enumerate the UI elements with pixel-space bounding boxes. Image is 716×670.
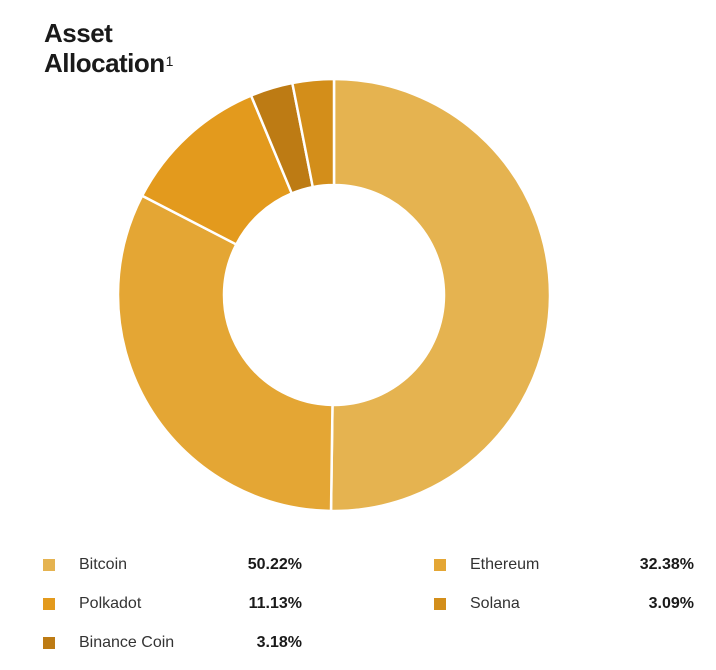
chart-title-line-2: Allocation — [44, 48, 165, 78]
legend-value-binance-coin: 3.18% — [256, 634, 302, 651]
legend-value-polkadot: 11.13% — [248, 595, 302, 612]
slice-ethereum[interactable] — [116, 194, 334, 513]
chart-title: Asset Allocation1 — [44, 18, 173, 78]
legend-item-binance-coin[interactable]: Binance Coin 3.18% — [43, 632, 302, 654]
slice-bitcoin[interactable] — [329, 77, 552, 513]
legend-label-binance-coin: Binance Coin — [79, 634, 175, 651]
chart-title-line-1: Asset — [44, 18, 113, 48]
legend-swatch-ethereum — [434, 559, 446, 571]
donut-chart — [116, 77, 552, 513]
title-footnote-marker: 1 — [165, 53, 174, 69]
legend-item-solana[interactable]: Solana 3.09% — [434, 593, 694, 615]
legend-value-solana: 3.09% — [648, 595, 694, 612]
legend-swatch-solana — [434, 598, 446, 610]
legend-item-bitcoin[interactable]: Bitcoin 50.22% — [43, 554, 302, 576]
legend-label-ethereum: Ethereum — [470, 556, 540, 573]
legend-swatch-bitcoin — [43, 559, 55, 571]
legend-value-ethereum: 32.38% — [639, 556, 694, 573]
legend-value-bitcoin: 50.22% — [247, 556, 302, 573]
legend-swatch-polkadot — [43, 598, 55, 610]
legend-swatch-binance-coin — [43, 637, 55, 649]
legend-label-polkadot: Polkadot — [79, 595, 142, 612]
legend-label-bitcoin: Bitcoin — [79, 556, 128, 573]
legend-label-solana: Solana — [470, 595, 520, 612]
legend-item-polkadot[interactable]: Polkadot 11.13% — [43, 593, 302, 615]
slice-solana[interactable] — [291, 77, 336, 189]
legend-item-ethereum[interactable]: Ethereum 32.38% — [434, 554, 694, 576]
